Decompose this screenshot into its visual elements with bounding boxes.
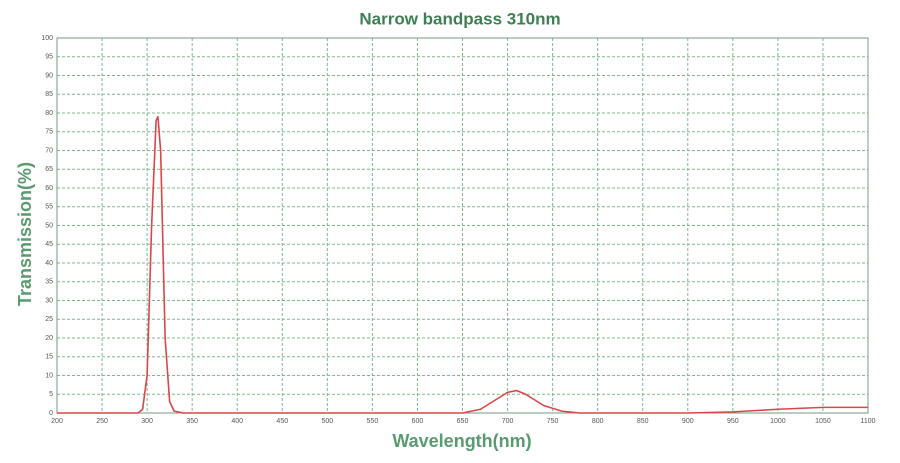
- x-tick-label: 800: [592, 418, 604, 425]
- x-tick-label: 750: [547, 418, 559, 425]
- x-tick-label: 400: [231, 418, 243, 425]
- y-tick-label: 70: [45, 147, 53, 154]
- y-tick-label: 25: [45, 316, 53, 323]
- y-tick-label: 50: [45, 222, 53, 229]
- y-tick-label: 90: [45, 72, 53, 79]
- chart-title: Narrow bandpass 310nm: [359, 9, 560, 28]
- y-tick-label: 45: [45, 241, 53, 248]
- x-tick-label: 700: [502, 418, 514, 425]
- x-tick-label: 500: [321, 418, 333, 425]
- y-tick-label: 75: [45, 129, 53, 136]
- y-tick-label: 95: [45, 54, 53, 61]
- y-tick-label: 60: [45, 185, 53, 192]
- x-tick-label: 350: [186, 418, 198, 425]
- y-tick-label: 15: [45, 354, 53, 361]
- y-tick-label: 35: [45, 279, 53, 286]
- y-tick-label: 100: [41, 35, 53, 42]
- x-axis-title: Wavelength(nm): [392, 431, 531, 451]
- y-tick-label: 40: [45, 260, 53, 267]
- x-tick-label: 200: [51, 418, 63, 425]
- x-tick-label: 950: [727, 418, 739, 425]
- x-tick-label: 600: [412, 418, 424, 425]
- x-tick-label: 900: [682, 418, 694, 425]
- y-tick-label: 30: [45, 297, 53, 304]
- x-tick-label: 1000: [770, 418, 786, 425]
- x-tick-label: 300: [141, 418, 153, 425]
- y-tick-label: 10: [45, 372, 53, 379]
- x-tick-label: 1050: [815, 418, 831, 425]
- x-tick-label: 250: [96, 418, 108, 425]
- x-tick-label: 450: [276, 418, 288, 425]
- data-line: [57, 115, 868, 414]
- y-tick-label: 0: [49, 410, 53, 417]
- y-tick-label: 55: [45, 204, 53, 211]
- x-tick-label: 1100: [860, 418, 875, 425]
- y-tick-label: 65: [45, 166, 53, 173]
- x-tick-label: 550: [367, 418, 379, 425]
- y-tick-label: 80: [45, 110, 53, 117]
- y-axis-title: Transmission(%): [15, 162, 35, 306]
- y-tick-label: 20: [45, 335, 53, 342]
- y-tick-label: 5: [49, 391, 53, 398]
- y-tick-label: 85: [45, 91, 53, 98]
- x-tick-label: 650: [457, 418, 469, 425]
- x-tick-label: 850: [637, 418, 649, 425]
